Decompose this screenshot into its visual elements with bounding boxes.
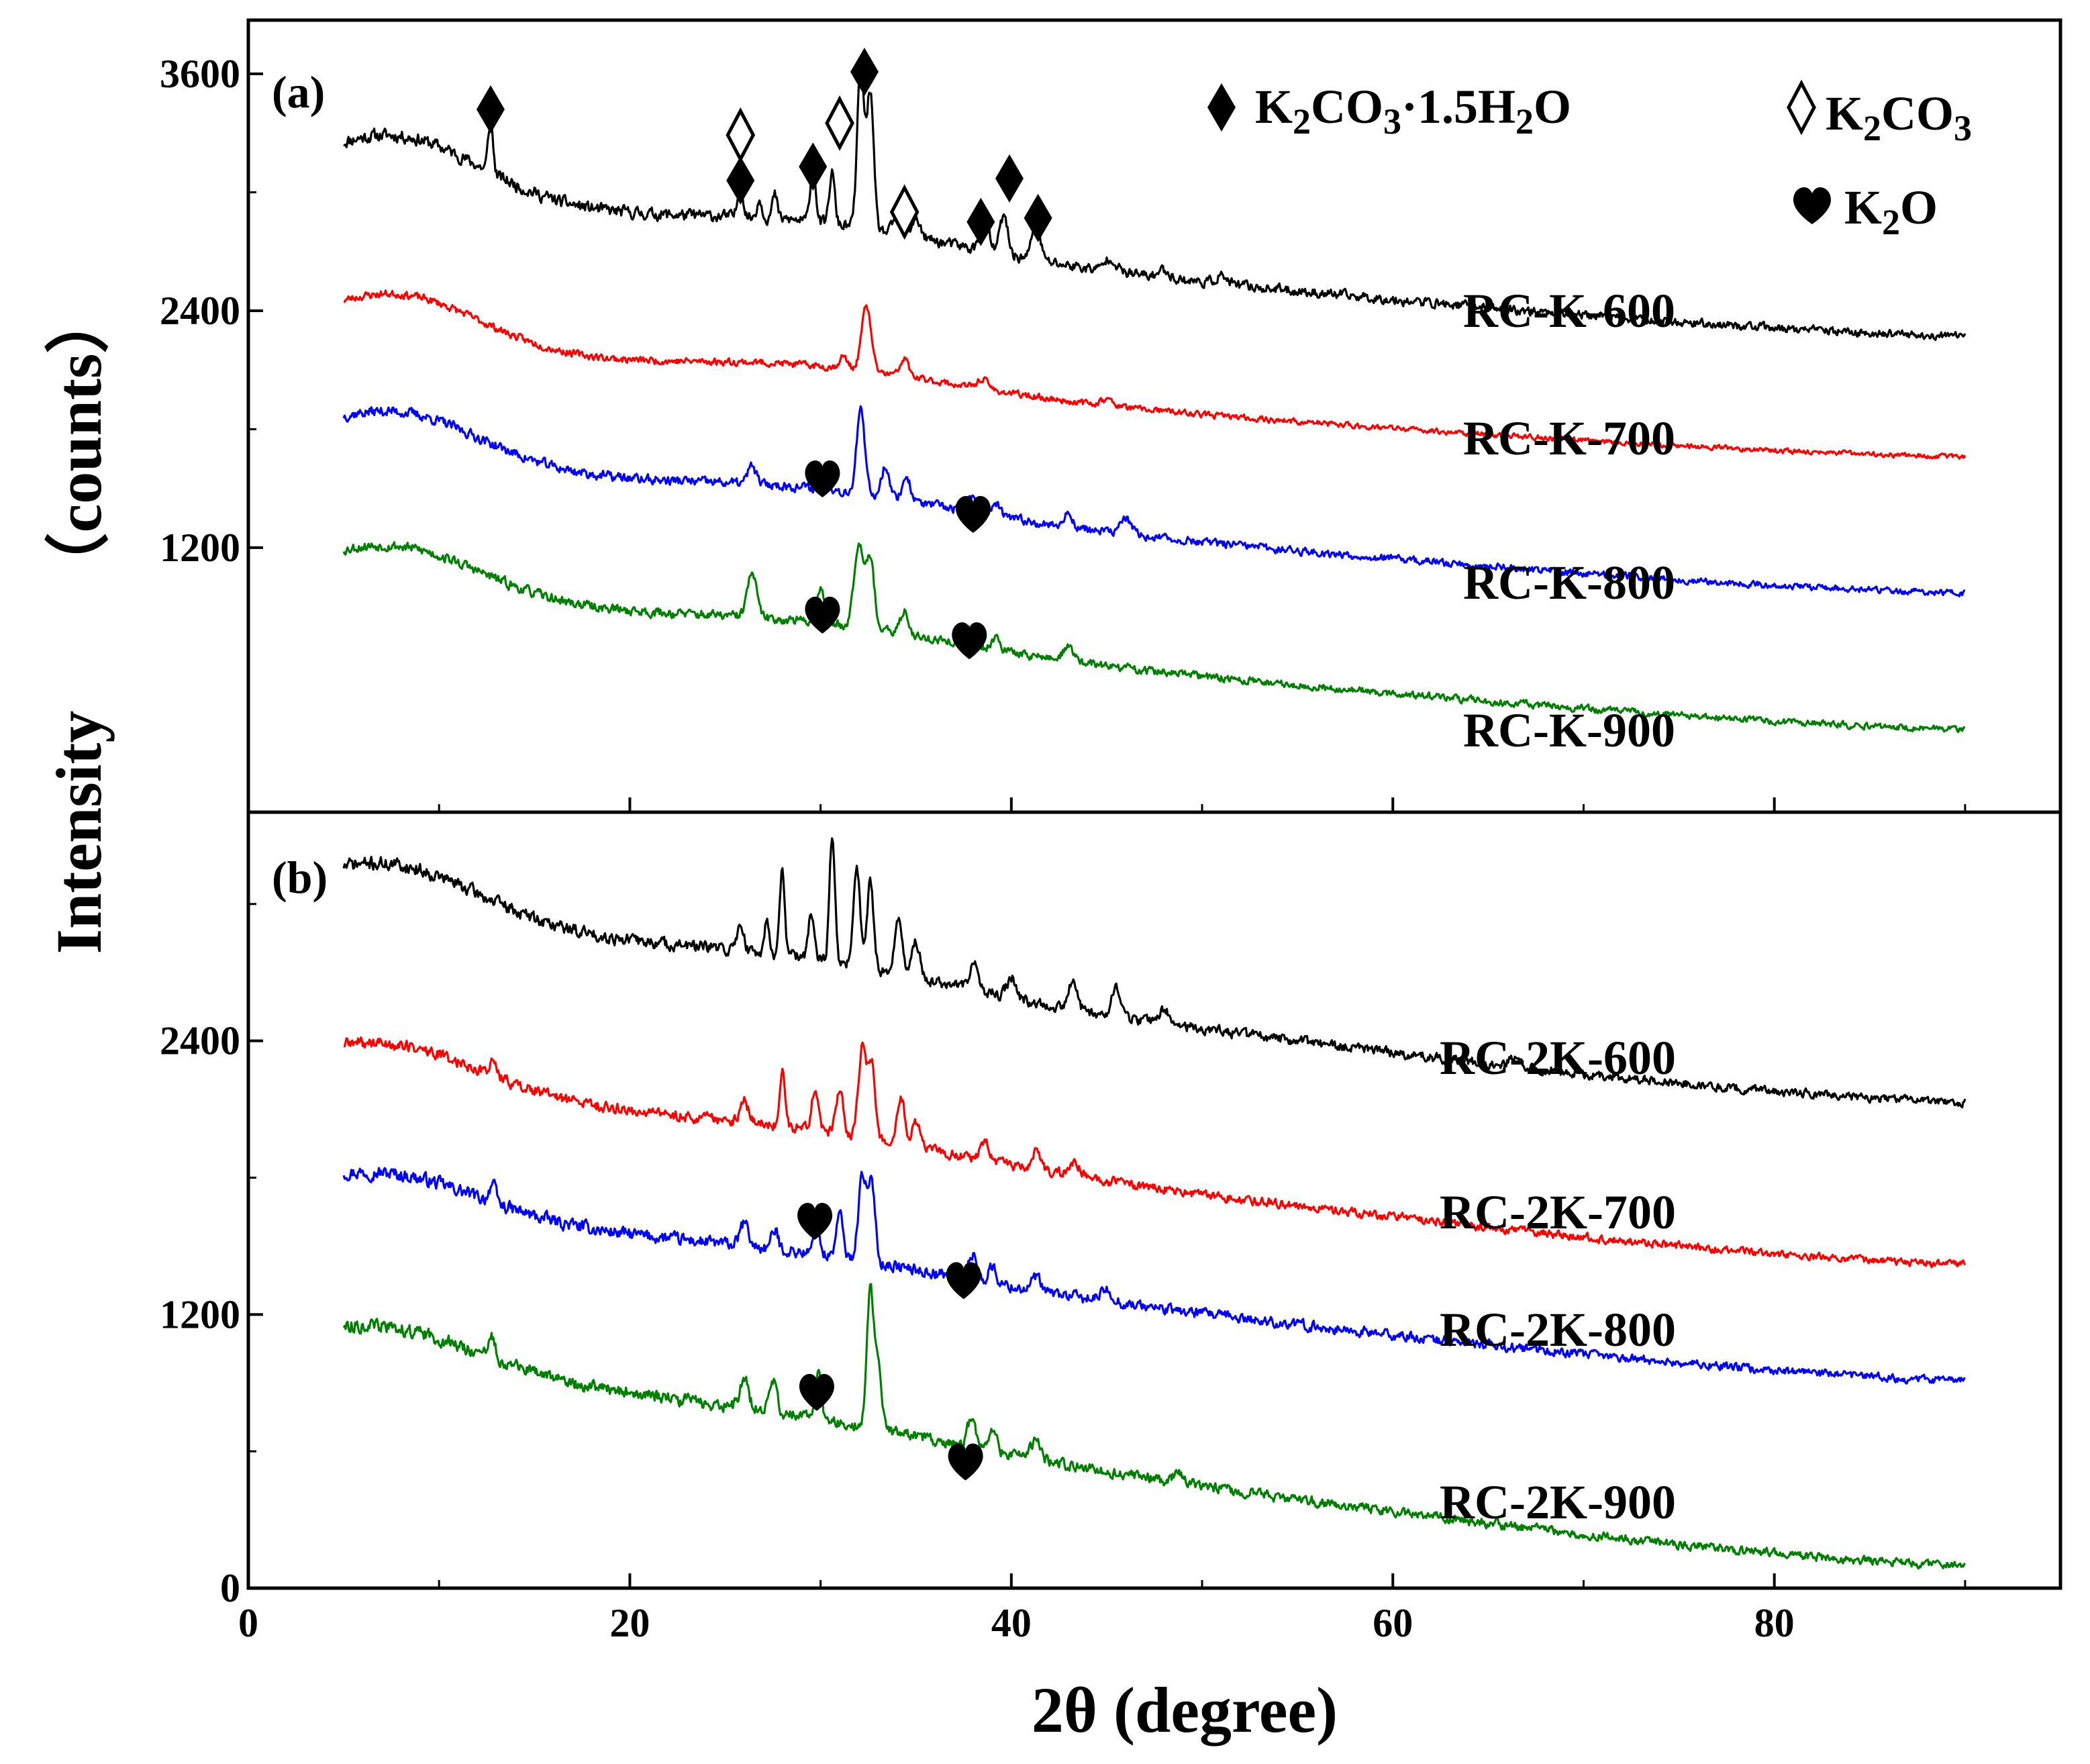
heart-icon bbox=[805, 460, 840, 497]
x-axis-ticks: 0 20 40 60 80 bbox=[238, 1573, 1967, 1645]
x-tick-label-60: 60 bbox=[1373, 1601, 1413, 1645]
trace-rc-2k-600 bbox=[342, 837, 1967, 1109]
sample-label-rc-k-800: RC-K-800 bbox=[1463, 556, 1675, 609]
sample-label-rc-k-600: RC-K-600 bbox=[1463, 284, 1675, 338]
trace-rc-k-800 bbox=[342, 405, 1966, 597]
a-y-tick-label-2400: 2400 bbox=[160, 289, 240, 333]
sample-label-rc-k-700: RC-K-700 bbox=[1463, 411, 1675, 465]
sample-label-rc-2k-800: RC-2K-800 bbox=[1440, 1303, 1676, 1357]
trace-rc-2k-900 bbox=[342, 1283, 1967, 1570]
heart-icon bbox=[797, 1203, 833, 1240]
filled-diamond-icon bbox=[726, 156, 755, 205]
heart-icon bbox=[805, 596, 840, 634]
open-diamond-icon bbox=[889, 184, 919, 240]
open-diamond-icon bbox=[726, 107, 756, 163]
heart-icon bbox=[952, 622, 987, 660]
legend-heart-icon bbox=[1793, 187, 1831, 224]
panel-b: 0 1200 2400 0 20 40 60 80 (b) RC-2K-600 RC-2K-… bbox=[160, 837, 1967, 1645]
x-tick-label-80: 80 bbox=[1754, 1601, 1795, 1645]
heart-icon bbox=[946, 1262, 981, 1300]
trace-rc-2k-700 bbox=[343, 1036, 1967, 1269]
legend: K2CO3·1.5H2O K2CO3 K2O bbox=[1207, 79, 1972, 242]
trace-rc-k-900 bbox=[342, 541, 1966, 734]
panel-b-traces bbox=[342, 837, 1967, 1570]
panel-a-annotations bbox=[476, 48, 1052, 660]
panel-b-y-ticks: 0 1200 2400 bbox=[160, 903, 263, 1610]
trace-rc-k-700 bbox=[343, 289, 1967, 460]
x-tick-label-40: 40 bbox=[991, 1601, 1032, 1645]
x-tick-label-20: 20 bbox=[609, 1601, 650, 1645]
filled-diamond-icon bbox=[966, 197, 995, 246]
panel-a-label: (a) bbox=[272, 66, 325, 117]
legend-filled-diamond-icon bbox=[1207, 83, 1236, 132]
a-y-tick-label-1200: 1200 bbox=[160, 526, 240, 570]
sample-label-rc-2k-900: RC-2K-900 bbox=[1440, 1475, 1676, 1529]
filled-diamond-icon bbox=[1024, 193, 1052, 242]
y-axis-unit: （counts） bbox=[43, 289, 115, 597]
panel-b-label: (b) bbox=[272, 852, 328, 903]
b-y-tick-label-1200: 1200 bbox=[160, 1292, 240, 1336]
panel-b-annotations bbox=[797, 1203, 983, 1481]
sample-label-rc-k-900: RC-K-900 bbox=[1463, 703, 1675, 757]
b-y-tick-label-0: 0 bbox=[220, 1566, 240, 1610]
heart-icon bbox=[948, 1443, 983, 1481]
trace-rc-k-600 bbox=[343, 64, 1967, 341]
panel-a-traces bbox=[342, 64, 1967, 734]
panel-a-y-ticks: 1200 2400 3600 bbox=[160, 52, 263, 570]
y-axis-title: Intensity bbox=[43, 711, 115, 954]
filled-diamond-icon bbox=[799, 142, 828, 191]
legend-k2o: K2O bbox=[1844, 181, 1938, 242]
sample-label-rc-2k-600: RC-2K-600 bbox=[1440, 1031, 1676, 1085]
trace-rc-2k-800 bbox=[342, 1167, 1966, 1385]
open-diamond-icon bbox=[825, 95, 854, 151]
filled-diamond-icon bbox=[850, 48, 879, 97]
plot-frame bbox=[246, 18, 2062, 1590]
heart-icon bbox=[799, 1373, 834, 1411]
x-axis-title: 2θ (degree) bbox=[1032, 1674, 1338, 1746]
legend-open-diamond-icon bbox=[1787, 79, 1816, 136]
legend-k2co3: K2CO3 bbox=[1826, 87, 1972, 148]
sample-label-rc-2k-700: RC-2K-700 bbox=[1440, 1185, 1676, 1239]
panel-a-x-ticks bbox=[247, 797, 1967, 812]
heart-icon bbox=[956, 495, 991, 533]
a-y-tick-label-3600: 3600 bbox=[160, 52, 240, 96]
x-tick-label-0: 0 bbox=[238, 1601, 258, 1645]
legend-k2co3-hydrate: K2CO3·1.5H2O bbox=[1255, 80, 1571, 142]
b-y-tick-label-2400: 2400 bbox=[160, 1019, 240, 1063]
panel-a: 1200 2400 3600 (a) RC-K-600 RC-K-700 RC-K-… bbox=[160, 48, 1972, 812]
filled-diamond-icon bbox=[995, 154, 1024, 203]
filled-diamond-icon bbox=[476, 85, 505, 134]
